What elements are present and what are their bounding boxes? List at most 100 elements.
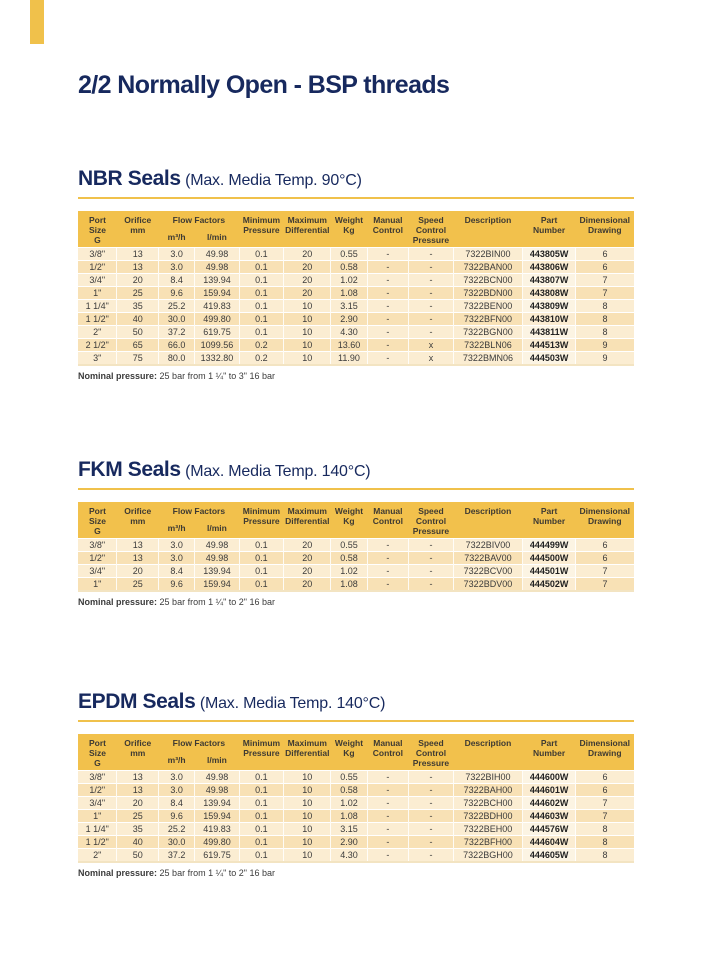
table-row: 1 1/2" 40 30.0 499.80 0.1 10 2.90- -7322BFH00 44… [78, 835, 634, 849]
table-cell: 7 [575, 809, 634, 823]
table-cell: 80.0 [158, 351, 195, 366]
table-cell: 20 [283, 551, 331, 565]
section-heading: NBR Seals (Max. Media Temp. 90°C) [78, 167, 634, 200]
table-cell: 7322BFH00 [452, 835, 523, 849]
table-cell: 0.55 [330, 538, 368, 552]
table-cell: - [366, 770, 409, 784]
table-cell: 6 [575, 538, 634, 552]
table-cell: - [408, 273, 454, 287]
corner-accent-bar [30, 0, 44, 44]
table-cell: 443806W [522, 260, 576, 274]
table-cell: 20 [283, 286, 331, 300]
column-header: Flow Factors [158, 734, 240, 755]
table-cell: 7 [575, 273, 634, 287]
table-cell: - [408, 796, 454, 810]
table-cell: 3.0 [158, 551, 195, 565]
table-cell: - [366, 338, 409, 352]
table-cell: 1099.56 [194, 338, 240, 352]
table-cell: 444500W [522, 551, 576, 565]
table-cell: 0.58 [330, 551, 368, 565]
table-cell: 2" [78, 848, 117, 863]
table-cell: 25 [116, 809, 159, 823]
table-cell: 6 [575, 247, 634, 261]
table-cell: 4.30 [330, 325, 368, 339]
table-cell: 11.90 [330, 351, 368, 366]
table-cell: 49.98 [194, 551, 240, 565]
table-cell: 13 [116, 247, 159, 261]
table-cell: - [366, 783, 409, 797]
table-cell: 0.1 [238, 299, 284, 313]
table-cell: 7322BDN00 [452, 286, 523, 300]
table-cell: 3/4" [78, 564, 117, 578]
table-cell: 0.1 [238, 286, 284, 300]
table-cell: 499.80 [194, 312, 240, 326]
column-header: Weight Kg [330, 502, 368, 539]
nominal-pressure-note: Nominal pressure: 25 bar from 1 ¼" to 2"… [78, 868, 634, 878]
table-cell: 619.75 [194, 848, 240, 863]
table-cell: 619.75 [194, 325, 240, 339]
table-cell: 444576W [522, 822, 576, 836]
table-cell: 8 [575, 848, 634, 863]
column-header: Part Number [522, 734, 576, 771]
table-cell: 1.02 [330, 796, 368, 810]
column-header: Description [453, 502, 523, 539]
table-cell: x [408, 338, 454, 352]
nominal-pressure-note: Nominal pressure: 25 bar from 1 ¼" to 2"… [78, 597, 634, 607]
table-cell: 20 [116, 796, 159, 810]
table-cell: 20 [283, 273, 331, 287]
table-cell: - [366, 835, 409, 849]
column-header: Flow Factors [158, 502, 240, 523]
column-header: Minimum Pressure [239, 734, 284, 771]
table-cell: 3.0 [158, 260, 195, 274]
note-text: 25 bar from 1 ¼" to 2" 16 bar [159, 597, 275, 608]
table-cell: 444602W [522, 796, 576, 810]
table-cell: 35 [116, 822, 159, 836]
column-subheader: l/min [194, 231, 240, 248]
column-header: Description [453, 734, 523, 771]
table-cell: 10 [283, 338, 331, 352]
table-cell: - [408, 312, 454, 326]
fkm-seals-table: Port Size G Orifice mm Flow Factors Minimum… [78, 502, 634, 592]
table-cell: 7 [575, 796, 634, 810]
table-cell: - [408, 538, 454, 552]
table-cell: 7322BFN00 [452, 312, 523, 326]
table-cell: 10 [283, 770, 331, 784]
table-cell: 3/8" [78, 247, 117, 261]
table-cell: 10 [283, 809, 331, 823]
table-cell: 13 [116, 783, 159, 797]
section-subtitle: (Max. Media Temp. 140°C) [185, 463, 371, 481]
table-cell: 30.0 [158, 835, 195, 849]
column-header: Manual Control [367, 211, 409, 248]
table-cell: 9.6 [158, 809, 195, 823]
table-cell: 10 [283, 299, 331, 313]
table-cell: 3.0 [158, 538, 195, 552]
table-row: 1/2" 13 3.0 49.98 0.1 20 0.58- -7322BAV00 444500… [78, 551, 634, 565]
table-cell: 3.15 [330, 299, 368, 313]
section-heading: EPDM Seals (Max. Media Temp. 140°C) [78, 691, 634, 723]
table-cell: 49.98 [194, 538, 240, 552]
column-header: Maximum Differential [283, 502, 331, 539]
table-row: 3/8" 13 3.0 49.98 0.1 10 0.55- -7322BIH00 444600… [78, 770, 634, 784]
section-title: FKM Seals [78, 458, 181, 482]
table-cell: 40 [116, 835, 159, 849]
table-cell: 1.08 [330, 286, 368, 300]
table-cell: 3.0 [158, 247, 195, 261]
table-cell: 0.1 [238, 770, 284, 784]
table-cell: - [366, 538, 409, 552]
column-header: Orifice mm [116, 211, 159, 248]
table-cell: 4.30 [330, 848, 368, 863]
table-cell: - [408, 260, 454, 274]
table-row: 1 1/4" 35 25.2 419.83 0.1 10 3.15- -7322BEN00 44… [78, 299, 634, 313]
table-cell: 20 [116, 273, 159, 287]
table-cell: 25 [116, 286, 159, 300]
table-cell: 139.94 [194, 564, 240, 578]
table-cell: 443808W [522, 286, 576, 300]
table-row: 3/4" 20 8.4 139.94 0.1 20 1.02- -7322BCN00 44380… [78, 273, 634, 287]
column-header: Minimum Pressure [239, 211, 284, 248]
table-cell: 444603W [522, 809, 576, 823]
table-cell: - [366, 564, 409, 578]
table-cell: 0.1 [238, 822, 284, 836]
table-row: 1 1/4" 35 25.2 419.83 0.1 10 3.15- -7322BEH00 44… [78, 822, 634, 836]
section-epdm-seals: EPDM Seals (Max. Media Temp. 140°C) Port… [78, 691, 634, 878]
